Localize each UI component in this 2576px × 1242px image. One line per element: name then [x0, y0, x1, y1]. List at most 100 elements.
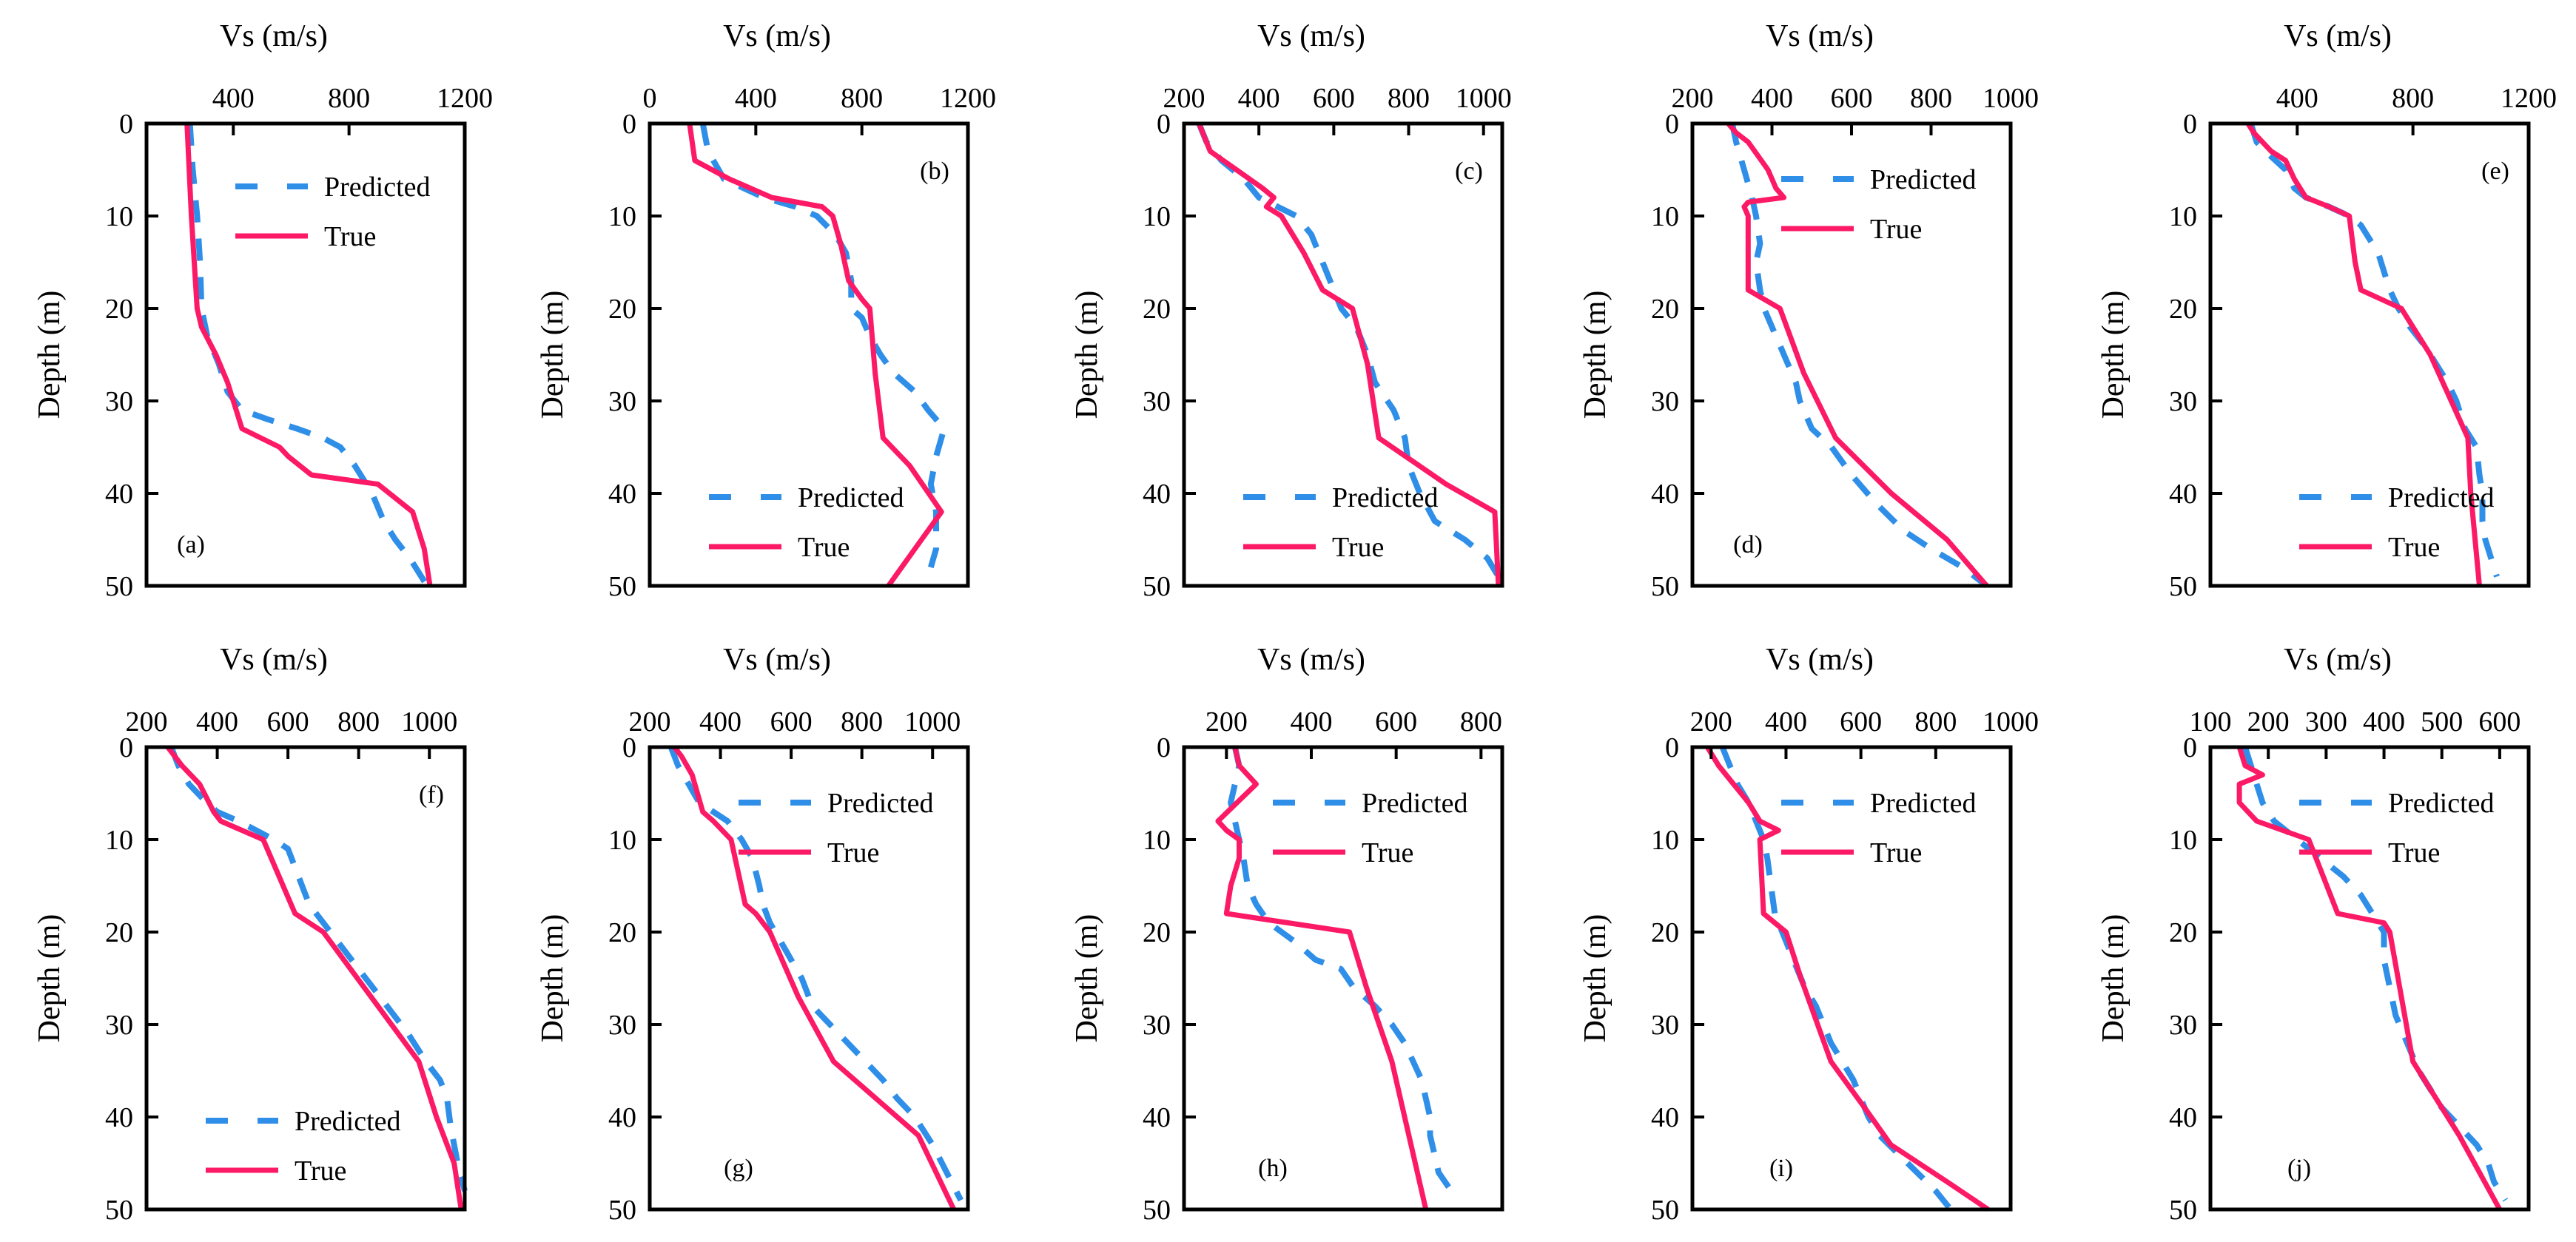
y-tick-label: 40 [1143, 479, 1171, 510]
y-tick-label: 40 [105, 1102, 133, 1133]
panel-label: (i) [1769, 1155, 1793, 1182]
y-tick-label: 10 [608, 825, 636, 856]
legend-true-label: True [324, 221, 376, 252]
panel-label: (b) [920, 158, 949, 185]
legend-true-label: True [295, 1155, 346, 1187]
y-tick-label: 50 [1143, 1195, 1171, 1226]
y-axis-title: Depth (m) [33, 291, 67, 419]
x-tick-label: 400 [1765, 706, 1807, 738]
legend-predicted-label: Predicted [295, 1106, 401, 1137]
x-tick-label: 1200 [2501, 83, 2557, 114]
y-tick-label: 20 [608, 917, 636, 948]
y-axis-title: Depth (m) [2096, 291, 2131, 419]
x-tick-label: 400 [1751, 83, 1793, 114]
y-tick-label: 30 [608, 386, 636, 417]
y-tick-label: 50 [105, 571, 133, 602]
x-tick-label: 800 [1914, 706, 1957, 738]
plot-frame [1690, 745, 2013, 1212]
panel-label: (a) [177, 531, 205, 558]
y-tick-label: 20 [1651, 917, 1679, 948]
legend: Predicted True [739, 788, 934, 868]
x-tick-label: 1000 [1456, 83, 1512, 114]
y-tick-label: 40 [2169, 1102, 2197, 1133]
predicted-line [186, 123, 430, 588]
y-tick-label: 10 [1143, 201, 1171, 232]
x-tick-label: 600 [2478, 706, 2520, 738]
legend: Predicted True [709, 482, 904, 563]
true-line [2236, 746, 2502, 1211]
y-tick-label: 10 [1651, 201, 1679, 232]
x-axis-title: Vs (m/s) [723, 643, 831, 677]
x-tick-label: 800 [841, 706, 883, 738]
y-tick-label: 40 [105, 479, 133, 510]
y-tick-label: 20 [1651, 294, 1679, 325]
plot-frame [1182, 121, 1504, 588]
x-tick-label: 600 [770, 706, 813, 738]
y-tick-label: 20 [2169, 917, 2197, 948]
x-axis-title: Vs (m/s) [220, 643, 328, 677]
true-line [672, 745, 957, 1211]
y-tick-label: 30 [1143, 1010, 1171, 1041]
y-tick-label: 20 [105, 294, 133, 325]
y-tick-label: 0 [1157, 109, 1171, 140]
predicted-line [699, 123, 947, 569]
x-tick-label: 800 [337, 706, 380, 738]
y-tick-label: 50 [2169, 571, 2197, 602]
legend-predicted-label: Predicted [827, 788, 934, 819]
x-tick-label: 800 [2392, 83, 2434, 114]
y-tick-label: 30 [1651, 386, 1679, 417]
panel-e: 400 800 1200 0 10 20 30 40 50 Vs (m/s) Depth (m) (e… [2096, 19, 2557, 602]
panel-g: 200 400 600 800 1000 0 10 20 30 40 50 Vs (m/s) Depth… [536, 643, 970, 1226]
y-tick-label: 30 [2169, 1010, 2197, 1041]
y-tick-label: 0 [622, 732, 636, 763]
legend-true-label: True [1870, 214, 1922, 245]
y-tick-label: 40 [2169, 479, 2197, 510]
y-tick-label: 0 [119, 732, 133, 763]
y-tick-label: 30 [1651, 1010, 1679, 1041]
y-axis-title: Depth (m) [536, 291, 570, 419]
plot-frame [2208, 121, 2531, 588]
legend-predicted-label: Predicted [1870, 788, 1977, 819]
x-axis-title: Vs (m/s) [1257, 643, 1365, 677]
x-tick-label: 400 [2363, 706, 2405, 738]
true-line [184, 123, 433, 587]
panel-label: (f) [419, 781, 444, 809]
x-tick-label: 200 [1163, 83, 1205, 114]
x-tick-label: 500 [2421, 706, 2463, 738]
x-tick-label: 400 [196, 706, 238, 738]
legend-predicted-label: Predicted [324, 172, 431, 203]
predicted-line [1719, 746, 1954, 1212]
y-axis-title: Depth (m) [33, 914, 67, 1043]
x-tick-label: 1000 [1983, 83, 2039, 114]
y-tick-label: 0 [2183, 732, 2197, 763]
y-tick-label: 50 [1651, 1195, 1679, 1226]
plot-frame [144, 121, 467, 588]
x-tick-label: 600 [1831, 83, 1873, 114]
legend: Predicted True [1273, 788, 1468, 868]
legend-predicted-label: Predicted [1362, 788, 1468, 819]
legend: Predicted True [2299, 482, 2495, 563]
y-tick-label: 40 [1651, 1102, 1679, 1133]
predicted-line [1228, 746, 1459, 1202]
x-axis-title: Vs (m/s) [723, 19, 831, 53]
y-axis-title: Depth (m) [1578, 291, 1612, 419]
x-tick-label: 1000 [1983, 706, 2039, 738]
y-tick-label: 20 [1143, 294, 1171, 325]
true-line [1196, 122, 1501, 587]
plot-frame [648, 121, 970, 588]
y-axis-title: Depth (m) [2096, 914, 2131, 1043]
plot-frame [144, 745, 467, 1212]
x-tick-label: 200 [126, 706, 168, 738]
y-tick-label: 30 [105, 386, 133, 417]
plot-frame [648, 745, 970, 1212]
x-axis-title: Vs (m/s) [220, 19, 328, 53]
y-tick-label: 10 [2169, 825, 2197, 856]
panel-b: 0 400 800 1200 0 10 20 30 40 50 Vs (m/s) Depth (m) (… [536, 19, 996, 602]
x-tick-label: 800 [841, 83, 883, 114]
legend-true-label: True [827, 837, 879, 868]
y-tick-label: 30 [1143, 386, 1171, 417]
y-tick-label: 0 [1665, 109, 1679, 140]
legend: Predicted True [1243, 482, 1439, 563]
x-tick-label: 400 [2276, 83, 2318, 114]
